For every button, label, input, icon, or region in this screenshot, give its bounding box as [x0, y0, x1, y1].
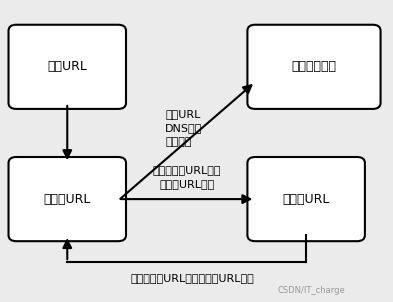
FancyBboxPatch shape [9, 25, 126, 109]
Text: 抄取出新的URL放进待抓取URL队列: 抄取出新的URL放进待抓取URL队列 [131, 273, 254, 283]
Text: 已下载网页库: 已下载网页库 [292, 60, 336, 73]
FancyBboxPatch shape [248, 25, 380, 109]
Text: 待抓取URL: 待抓取URL [44, 193, 91, 206]
Text: 种子URL: 种子URL [47, 60, 87, 73]
Text: 已抓取URL: 已抓取URL [283, 193, 330, 206]
FancyBboxPatch shape [9, 157, 126, 241]
Text: 将已下载下URL放进
已抓取URL队列: 将已下载下URL放进 已抓取URL队列 [152, 165, 221, 188]
Text: 读取URL
DNS解析
网页下载: 读取URL DNS解析 网页下载 [165, 109, 202, 147]
Text: CSDN/IT_charge: CSDN/IT_charge [277, 286, 345, 295]
FancyBboxPatch shape [248, 157, 365, 241]
